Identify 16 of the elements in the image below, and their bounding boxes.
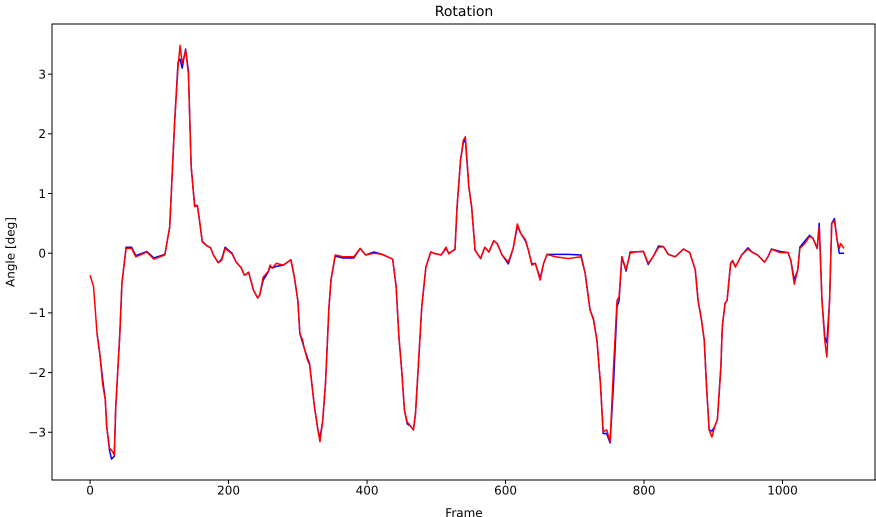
x-tick-label: 0 [86, 484, 94, 498]
x-tick-label: 400 [356, 484, 379, 498]
x-tick-label: 800 [632, 484, 656, 498]
y-tick-label: −3 [28, 426, 46, 440]
y-tick-label: 0 [38, 246, 46, 260]
x-tick-label: 200 [217, 484, 240, 498]
y-tick-label: 2 [38, 127, 46, 142]
y-tick-label: −1 [28, 306, 46, 320]
y-axis-title: Angle [deg] [3, 217, 18, 287]
x-axis-title: Frame [445, 506, 483, 517]
y-tick-label: −2 [28, 366, 46, 380]
y-tick-label: 3 [38, 67, 46, 82]
y-tick-label: 1 [38, 186, 46, 201]
x-tick-label: 1000 [767, 484, 798, 498]
x-tick-label: 600 [494, 484, 517, 498]
chart-title: Rotation [434, 4, 494, 20]
